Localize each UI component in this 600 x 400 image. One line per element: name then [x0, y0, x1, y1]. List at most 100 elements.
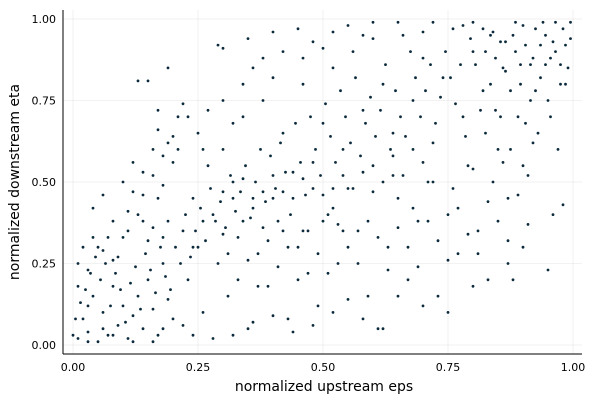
data-point	[289, 213, 292, 217]
data-point	[359, 154, 362, 158]
data-point	[251, 66, 255, 70]
y-axis-title: normalized downstream eta	[7, 84, 23, 280]
data-point	[221, 232, 225, 236]
data-point	[214, 219, 217, 223]
data-point	[186, 278, 190, 282]
data-point	[331, 311, 335, 314]
data-point	[291, 330, 295, 334]
data-point	[166, 298, 170, 301]
data-point	[469, 37, 472, 40]
data-point	[201, 219, 205, 223]
data-point	[484, 131, 487, 135]
data-point	[301, 177, 305, 181]
data-point	[151, 148, 155, 151]
data-point	[486, 278, 490, 282]
data-point	[341, 148, 345, 151]
data-point	[171, 317, 175, 321]
data-point	[484, 50, 487, 53]
data-point	[351, 187, 355, 190]
data-point	[551, 40, 555, 44]
data-point	[189, 255, 192, 259]
data-point	[326, 271, 330, 275]
data-point	[494, 108, 497, 112]
data-point	[526, 223, 530, 226]
data-point	[489, 82, 492, 86]
data-point	[561, 203, 565, 207]
data-point	[456, 252, 460, 256]
data-point	[131, 161, 135, 164]
data-point	[191, 196, 195, 200]
data-point	[446, 311, 450, 314]
data-point	[166, 219, 170, 223]
data-point	[356, 262, 360, 265]
data-point	[549, 115, 552, 119]
data-point	[471, 167, 475, 171]
data-point	[544, 63, 547, 66]
data-point	[516, 115, 520, 119]
data-point	[429, 63, 432, 66]
data-point	[179, 262, 182, 265]
data-point	[366, 294, 370, 298]
data-point	[256, 252, 260, 256]
data-point	[451, 27, 455, 31]
data-point	[76, 337, 80, 340]
data-point	[554, 50, 557, 53]
data-point	[131, 340, 135, 344]
data-point	[141, 193, 145, 197]
data-point	[271, 76, 275, 80]
data-point	[546, 268, 550, 272]
x-tick-label: 1.00	[561, 361, 586, 374]
data-point	[146, 239, 150, 243]
data-point	[166, 141, 170, 145]
data-point	[489, 33, 492, 37]
data-point	[311, 187, 315, 190]
y-tick-label: 0.75	[32, 95, 57, 108]
data-point	[349, 141, 352, 145]
data-point	[399, 115, 402, 119]
data-point	[251, 206, 255, 210]
data-point	[176, 115, 180, 119]
data-point	[281, 229, 285, 233]
data-point	[256, 284, 260, 288]
data-point	[346, 187, 350, 190]
data-point	[514, 50, 517, 53]
y-tick-label: 0.50	[32, 176, 57, 189]
data-point	[221, 46, 225, 50]
x-tick-label: 0.25	[186, 361, 211, 374]
data-point	[319, 174, 322, 177]
data-point	[101, 327, 105, 331]
data-point	[246, 258, 250, 262]
data-point	[406, 245, 410, 249]
data-point	[389, 148, 392, 151]
data-point	[354, 76, 357, 80]
data-point	[464, 135, 467, 138]
data-point	[371, 190, 375, 194]
data-point	[71, 333, 75, 337]
data-point	[101, 193, 105, 197]
data-point	[396, 20, 400, 24]
data-point	[156, 128, 160, 132]
data-point	[166, 66, 170, 70]
data-point	[126, 229, 130, 233]
data-point	[224, 226, 227, 230]
data-point	[534, 27, 537, 31]
data-point	[396, 226, 400, 230]
data-point	[474, 63, 477, 66]
data-point	[306, 271, 310, 275]
data-point	[271, 174, 275, 177]
data-point	[449, 76, 452, 80]
data-point	[539, 43, 542, 47]
data-point	[524, 43, 527, 47]
axes	[62, 10, 582, 355]
data-point	[244, 164, 247, 168]
data-point	[331, 206, 335, 210]
data-point	[206, 108, 210, 112]
data-point	[531, 141, 535, 145]
data-point	[111, 219, 115, 223]
data-point	[84, 288, 87, 291]
data-point	[411, 99, 415, 102]
data-point	[91, 236, 95, 239]
data-point	[159, 245, 162, 249]
data-point	[421, 56, 425, 60]
data-point	[479, 108, 482, 112]
